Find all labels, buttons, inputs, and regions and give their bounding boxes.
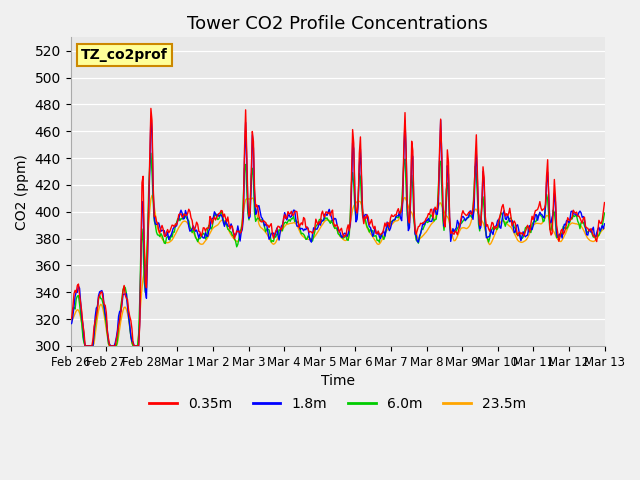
Text: TZ_co2prof: TZ_co2prof: [81, 48, 168, 62]
Legend: 0.35m, 1.8m, 6.0m, 23.5m: 0.35m, 1.8m, 6.0m, 23.5m: [143, 391, 532, 416]
Y-axis label: CO2 (ppm): CO2 (ppm): [15, 154, 29, 229]
X-axis label: Time: Time: [321, 374, 355, 388]
Title: Tower CO2 Profile Concentrations: Tower CO2 Profile Concentrations: [187, 15, 488, 33]
